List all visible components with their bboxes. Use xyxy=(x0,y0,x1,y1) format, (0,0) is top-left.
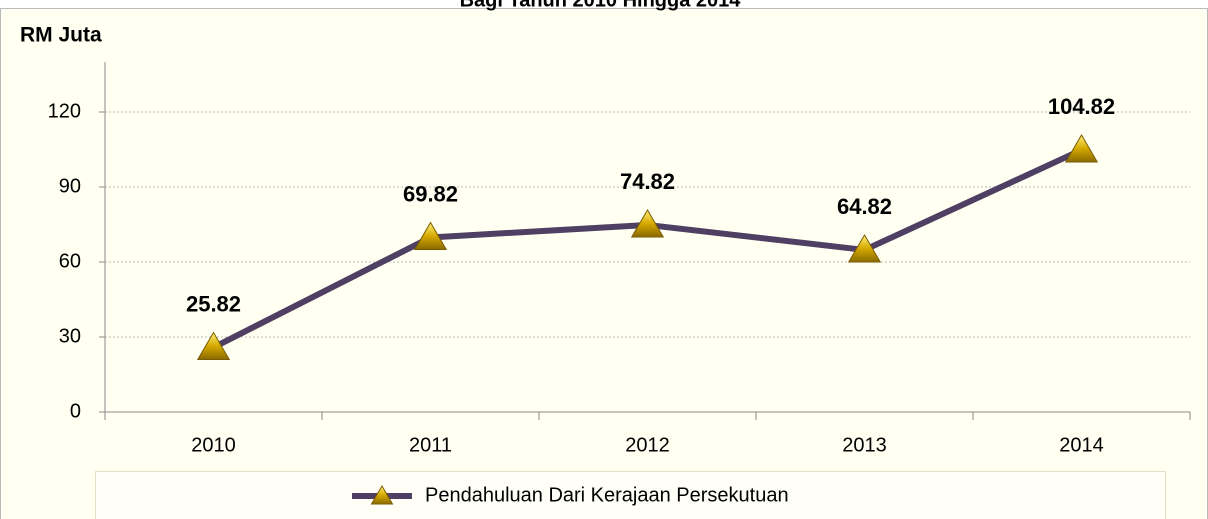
marker xyxy=(196,331,231,360)
marker xyxy=(413,221,448,250)
y-tick-label: 30 xyxy=(59,325,81,347)
x-tick-label: 2012 xyxy=(625,434,670,456)
y-axis-label: RM Juta xyxy=(20,24,102,47)
y-tick-label: 90 xyxy=(59,175,81,197)
x-tick-label: 2011 xyxy=(409,434,452,456)
x-tick-label: 2014 xyxy=(1059,434,1104,456)
data-label: 74.82 xyxy=(620,169,675,194)
y-tick-label: 120 xyxy=(48,100,81,122)
data-label: 69.82 xyxy=(403,181,458,206)
y-tick-label: 0 xyxy=(70,400,81,422)
legend-label: Pendahuluan Dari Kerajaan Persekutuan xyxy=(425,484,789,506)
marker xyxy=(1064,133,1099,163)
chart-title: Bagi Tahun 2010 Hingga 2014 xyxy=(460,0,742,11)
x-tick-label: 2010 xyxy=(191,434,236,456)
marker xyxy=(630,208,665,238)
data-label: 25.82 xyxy=(186,291,241,316)
legend-box xyxy=(95,471,1166,519)
x-tick-label: 2013 xyxy=(842,434,887,456)
data-label: 64.82 xyxy=(837,194,892,219)
legend-marker xyxy=(370,485,394,505)
data-label: 104.82 xyxy=(1048,94,1115,119)
chart-background xyxy=(0,8,1208,519)
marker xyxy=(847,233,882,263)
y-tick-label: 60 xyxy=(59,250,81,272)
